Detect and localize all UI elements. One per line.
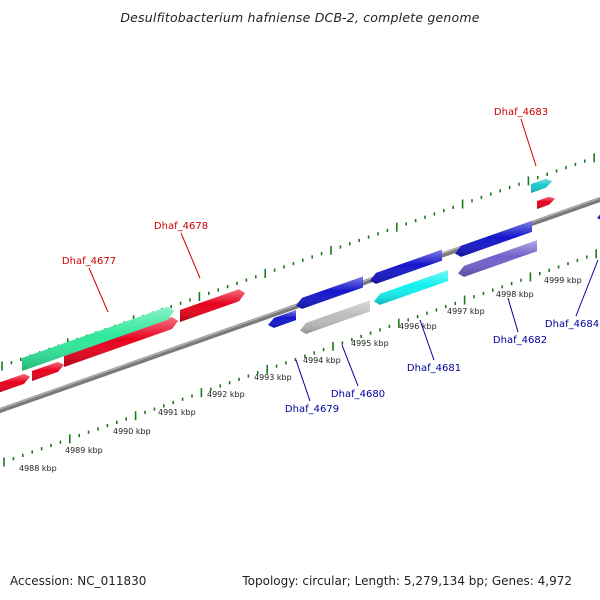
reverse-gene-arrow bbox=[370, 249, 442, 284]
leader-line bbox=[341, 344, 359, 387]
forward-gene-arrow bbox=[32, 361, 64, 381]
reverse-gene-arrow bbox=[268, 310, 296, 328]
reverse-gene-arrow bbox=[300, 300, 370, 334]
gene-labels: Dhaf_4677 Dhaf_4678 Dhaf_4683 Dhaf_4679 Dhaf… bbox=[62, 107, 599, 415]
tick-labels: 4988 kbp 4989 kbp 4990 kbp 4991 kbp 4992 kbp… bbox=[19, 276, 582, 473]
map-title: Desulfitobacterium hafniense DCB-2, comp… bbox=[120, 10, 480, 25]
gene-label: Dhaf_4681 bbox=[407, 363, 461, 374]
gene-features bbox=[0, 178, 600, 393]
leader-line bbox=[507, 297, 519, 333]
gene-label: Dhaf_4683 bbox=[494, 107, 548, 118]
accession-text: Accession: NC_011830 bbox=[10, 574, 147, 588]
tick-label: 4989 kbp bbox=[65, 446, 103, 455]
gene-label: Dhaf_4684 bbox=[545, 319, 599, 330]
tick-label: 4996 kbp bbox=[399, 322, 437, 331]
gene-label: Dhaf_4679 bbox=[285, 404, 339, 415]
gene-label: Dhaf_4680 bbox=[331, 389, 385, 400]
gene-label: Dhaf_4677 bbox=[62, 256, 116, 267]
tick-label: 4993 kbp bbox=[254, 373, 292, 382]
tick-label: 4998 kbp bbox=[496, 290, 534, 299]
leader-line bbox=[520, 118, 537, 167]
tick-label: 4995 kbp bbox=[351, 339, 389, 348]
tick-label: 4994 kbp bbox=[303, 356, 341, 365]
genome-summary-text: Topology: circular; Length: 5,279,134 bp… bbox=[242, 574, 572, 588]
reverse-gene-arrow bbox=[458, 240, 537, 277]
forward-gene-arrow bbox=[22, 306, 174, 371]
gene-label: Dhaf_4682 bbox=[493, 335, 547, 346]
leader-line bbox=[180, 232, 201, 279]
leader-line bbox=[419, 319, 435, 361]
tick-label: 4991 kbp bbox=[158, 408, 196, 417]
forward-gene-arrow bbox=[0, 373, 30, 393]
forward-gene-arrow bbox=[64, 317, 178, 367]
gene-label: Dhaf_4678 bbox=[154, 221, 208, 232]
reverse-gene-arrow bbox=[597, 211, 600, 222]
forward-gene-arrow bbox=[537, 196, 555, 209]
reverse-gene-arrow bbox=[296, 276, 363, 309]
forward-gene-arrow bbox=[531, 178, 552, 193]
tick-label: 4999 kbp bbox=[544, 276, 582, 285]
label-leaders bbox=[88, 118, 599, 402]
tick-label: 4997 kbp bbox=[447, 307, 485, 316]
reverse-gene-arrow bbox=[455, 220, 532, 257]
leader-line bbox=[295, 359, 311, 402]
leader-line bbox=[88, 267, 109, 313]
tick-label: 4990 kbp bbox=[113, 427, 151, 436]
inner-tick-track bbox=[3, 249, 598, 467]
leader-line bbox=[575, 259, 599, 317]
tick-label: 4988 kbp bbox=[19, 464, 57, 473]
tick-label: 4992 kbp bbox=[207, 390, 245, 399]
forward-gene-arrow bbox=[180, 289, 245, 322]
reverse-gene-arrow bbox=[374, 269, 448, 305]
